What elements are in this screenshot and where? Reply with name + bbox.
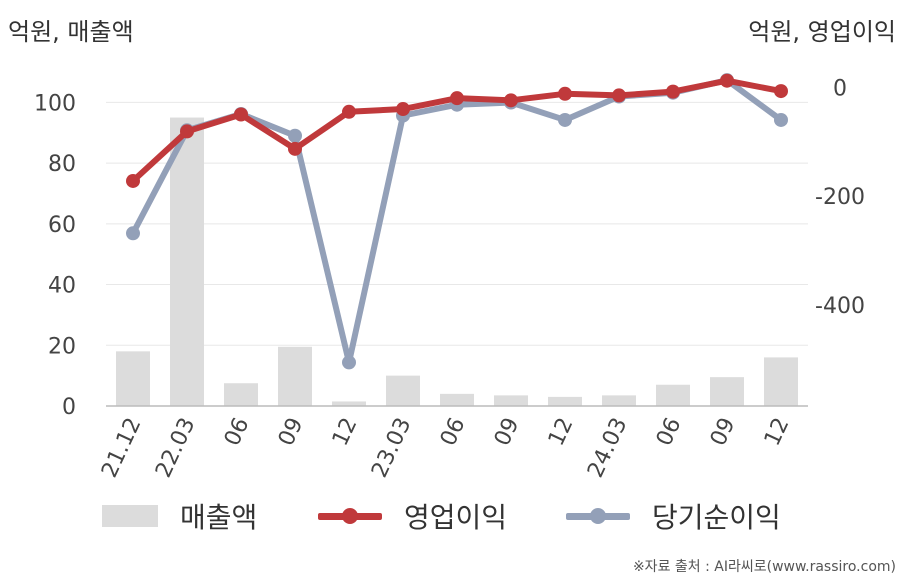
net-profit-point (774, 112, 788, 127)
revenue-bar (278, 346, 312, 406)
left-axis-tick: 20 (48, 334, 76, 359)
op-profit-point (558, 86, 572, 101)
x-axis-tick: 23.03 (367, 414, 416, 482)
right-axis-ticks: 0 -200 -400 (815, 76, 865, 319)
x-axis-tick: 12 (760, 414, 794, 450)
op-profit-point (126, 173, 140, 188)
right-axis-tick: -200 (815, 185, 865, 210)
right-axis-tick: 0 (833, 76, 847, 101)
right-axis-unit: 억원, 영업이익 (748, 18, 896, 46)
net-profit-point (126, 226, 140, 241)
revenue-bar (440, 393, 474, 406)
revenue-bar (224, 383, 258, 406)
gridlines (106, 101, 808, 346)
legend-item-revenue: 매출액 (102, 496, 257, 536)
left-axis-unit: 억원, 매출액 (8, 18, 134, 46)
op-profit-point (612, 88, 626, 103)
op-profit-point (288, 141, 302, 156)
op-profit-point (666, 84, 680, 99)
op-profit-point (774, 84, 788, 99)
left-axis-tick: 80 (48, 152, 76, 177)
legend-label-net-profit: 당기순이익 (652, 501, 781, 534)
op-profit-point (720, 73, 734, 88)
op-profit-point (450, 91, 464, 106)
op-profit-point (396, 102, 410, 117)
right-axis-tick: -400 (815, 294, 865, 319)
op-profit-point (504, 93, 518, 108)
revenue-bar (764, 357, 798, 406)
net-profit-line (130, 77, 784, 366)
x-axis-tick: 24.03 (583, 414, 632, 482)
legend-label-revenue: 매출액 (180, 501, 258, 534)
source-credit: ※자료 출처 : AI라씨로(www.rassiro.com) (632, 559, 896, 575)
legend-label-op-profit: 영업이익 (404, 501, 508, 534)
revenue-bar (602, 395, 636, 406)
legend-swatch-op-profit (318, 505, 382, 527)
revenue-bar (170, 117, 204, 406)
left-axis-tick: 40 (48, 274, 76, 299)
op-profit-point (342, 104, 356, 119)
x-axis-tick: 12 (328, 414, 362, 450)
x-axis-ticks: 21.12 22.03 06 09 12 23.03 06 09 12 24.03 06 09 12 (97, 414, 794, 482)
revenue-bar (386, 375, 420, 406)
x-axis-tick: 21.12 (97, 414, 146, 482)
revenue-bars (116, 117, 798, 406)
left-axis-tick: 0 (62, 395, 76, 420)
revenue-bar (494, 395, 528, 406)
net-profit-point (288, 128, 302, 143)
x-axis-tick: 06 (652, 414, 686, 450)
net-profit-point (558, 112, 572, 127)
x-axis-tick: 09 (490, 414, 524, 450)
x-axis-tick: 09 (274, 414, 308, 450)
x-axis-tick: 12 (544, 414, 578, 450)
revenue-bar (710, 377, 744, 406)
revenue-bar (116, 351, 150, 406)
legend-swatch-bar (102, 505, 158, 527)
left-axis-tick: 60 (48, 213, 76, 238)
left-axis-tick: 100 (34, 91, 76, 116)
legend: 매출액 영업이익 당기순이익 (0, 496, 908, 536)
op-profit-point (234, 107, 248, 122)
left-axis-ticks: 0 20 40 60 80 100 (34, 91, 76, 420)
revenue-bar (332, 401, 366, 406)
x-axis-tick: 06 (436, 414, 470, 450)
revenue-bar (548, 396, 582, 406)
x-axis-tick: 09 (706, 414, 740, 450)
profit-lines (126, 73, 788, 370)
legend-item-op-profit: 영업이익 (318, 496, 507, 536)
op-profit-point (180, 124, 194, 139)
revenue-bar (656, 384, 690, 406)
legend-swatch-net-profit (566, 505, 630, 527)
x-axis-tick: 06 (220, 414, 254, 450)
x-axis-tick: 22.03 (151, 414, 200, 482)
net-profit-point (342, 355, 356, 370)
legend-item-net-profit: 당기순이익 (566, 496, 781, 536)
